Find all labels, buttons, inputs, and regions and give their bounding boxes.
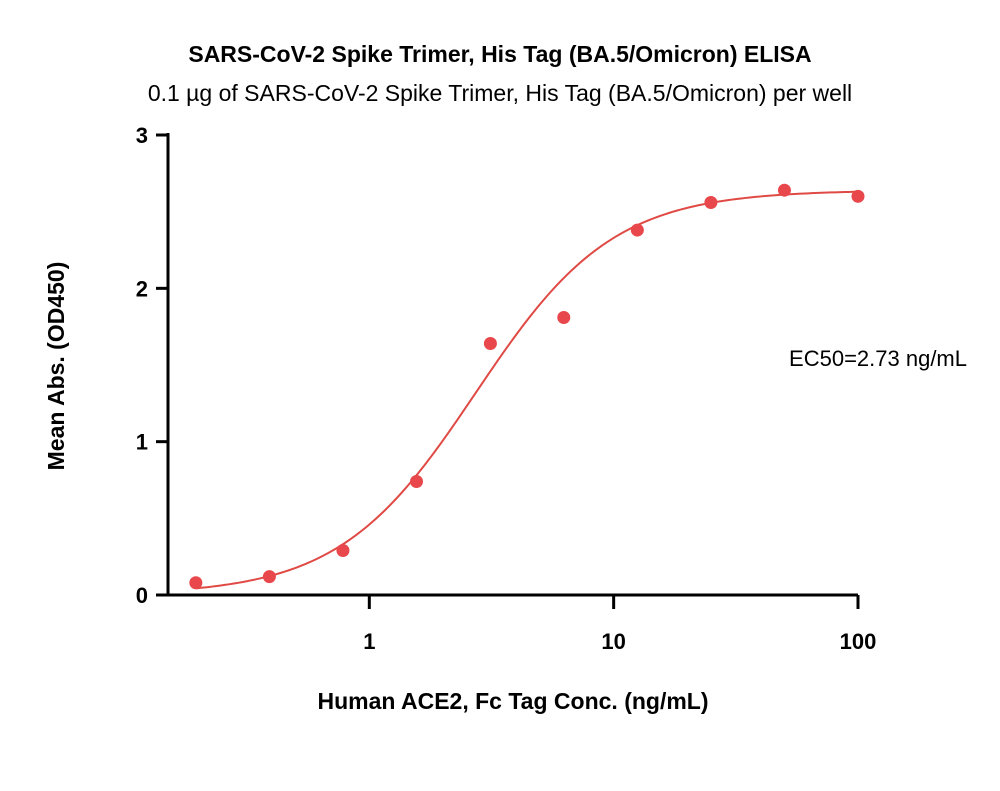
data-point — [189, 576, 203, 590]
ec50-annotation: EC50=2.73 ng/mL — [789, 346, 967, 371]
data-points — [189, 183, 865, 590]
data-point — [410, 475, 424, 489]
data-point — [262, 570, 276, 584]
data-point — [704, 195, 718, 209]
x-tick-label: 1 — [363, 629, 375, 654]
chart-subtitle: 0.1 µg of SARS-CoV-2 Spike Trimer, His T… — [148, 80, 852, 106]
y-axis-label: Mean Abs. (OD450) — [43, 262, 69, 471]
x-axis-label: Human ACE2, Fc Tag Conc. (ng/mL) — [317, 688, 708, 714]
y-tick-label: 2 — [136, 276, 148, 301]
data-point — [777, 183, 791, 197]
data-point — [336, 544, 350, 558]
data-point — [557, 310, 571, 324]
data-point — [851, 189, 865, 203]
chart-title: SARS-CoV-2 Spike Trimer, His Tag (BA.5/O… — [188, 41, 811, 67]
fit-curve-layer — [195, 190, 859, 590]
x-tick-label: 10 — [601, 629, 625, 654]
fit-curve — [195, 190, 859, 590]
x-tick-label: 100 — [840, 629, 877, 654]
y-tick-label: 3 — [136, 123, 148, 148]
y-tick-label: 0 — [136, 583, 148, 608]
axes: 0 1 2 3 1 10 100 — [136, 123, 877, 654]
data-point — [483, 337, 497, 351]
y-tick-label: 1 — [136, 430, 148, 455]
data-point — [630, 223, 644, 237]
